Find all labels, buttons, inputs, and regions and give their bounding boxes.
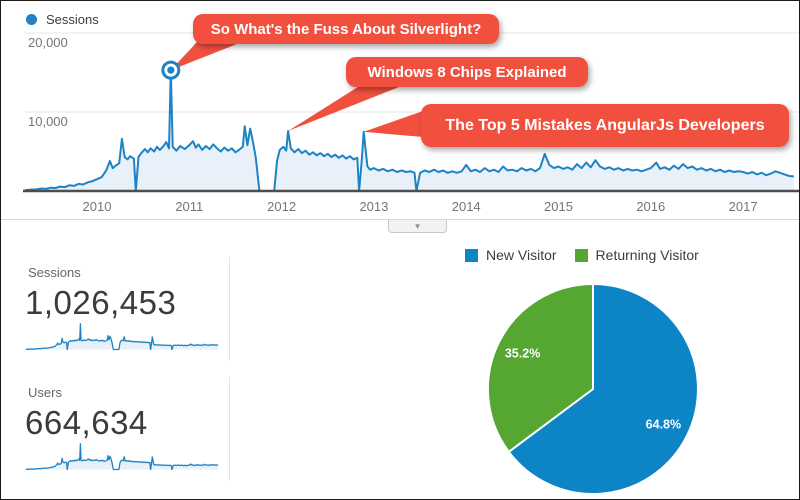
returning-visitor-swatch-icon <box>574 248 588 262</box>
users-stat-value: 664,634 <box>25 404 148 441</box>
sessions-stat-divider <box>229 257 230 361</box>
annotation-angularjs: The Top 5 Mistakes AngularJs Developers <box>421 104 789 147</box>
annotation-angularjs-text: The Top 5 Mistakes AngularJs Developers <box>445 116 765 134</box>
legend-item-new-visitor: New Visitor <box>465 247 557 263</box>
sessions-legend-label: Sessions <box>46 12 99 27</box>
sessions-series-dot-icon <box>26 14 37 25</box>
svg-text:64.8%: 64.8% <box>646 417 681 431</box>
users-sparkline-chart <box>25 443 219 471</box>
visitor-type-legend: New Visitor Returning Visitor <box>465 247 699 263</box>
svg-text:2013: 2013 <box>359 199 388 214</box>
svg-text:35.2%: 35.2% <box>505 347 540 361</box>
sessions-stat-label: Sessions <box>28 265 81 280</box>
annotation-windows8: Windows 8 Chips Explained <box>346 57 588 87</box>
svg-text:10,000: 10,000 <box>28 114 68 129</box>
new-visitor-swatch-icon <box>465 248 478 262</box>
users-stat-label: Users <box>28 385 62 400</box>
timeline-expand-button[interactable]: ▾ <box>388 220 447 233</box>
svg-text:2016: 2016 <box>636 199 665 214</box>
sessions-stat-value: 1,026,453 <box>25 284 177 321</box>
annotation-windows8-text: Windows 8 Chips Explained <box>367 63 567 81</box>
timeline-bottom-rule <box>1 219 799 220</box>
users-stat-divider <box>229 377 230 481</box>
chevron-down-icon: ▾ <box>415 220 420 231</box>
svg-text:2014: 2014 <box>452 199 481 214</box>
svg-text:20,000: 20,000 <box>28 35 68 50</box>
timeline-legend: Sessions <box>26 12 99 27</box>
svg-text:2010: 2010 <box>83 199 112 214</box>
sessions-timeline-chart[interactable]: 20,000 10,000 2010 2011 2012 2013 2014 2015 2016… <box>1 1 800 215</box>
returning-visitor-legend-label: Returning Visitor <box>595 247 699 263</box>
new-visitor-legend-label: New Visitor <box>486 247 557 263</box>
annotation-silverlight: So What's the Fuss About Silverlight? <box>193 14 499 44</box>
svg-text:2011: 2011 <box>175 199 203 214</box>
svg-text:2015: 2015 <box>544 199 573 214</box>
svg-text:2012: 2012 <box>267 199 296 214</box>
sessions-sparkline-chart <box>25 323 219 351</box>
svg-text:2017: 2017 <box>729 199 758 214</box>
legend-item-returning-visitor: Returning Visitor <box>574 247 699 263</box>
annotation-silverlight-text: So What's the Fuss About Silverlight? <box>210 20 482 38</box>
visitor-type-pie-chart[interactable]: 64.8% 35.2% <box>471 269 731 500</box>
